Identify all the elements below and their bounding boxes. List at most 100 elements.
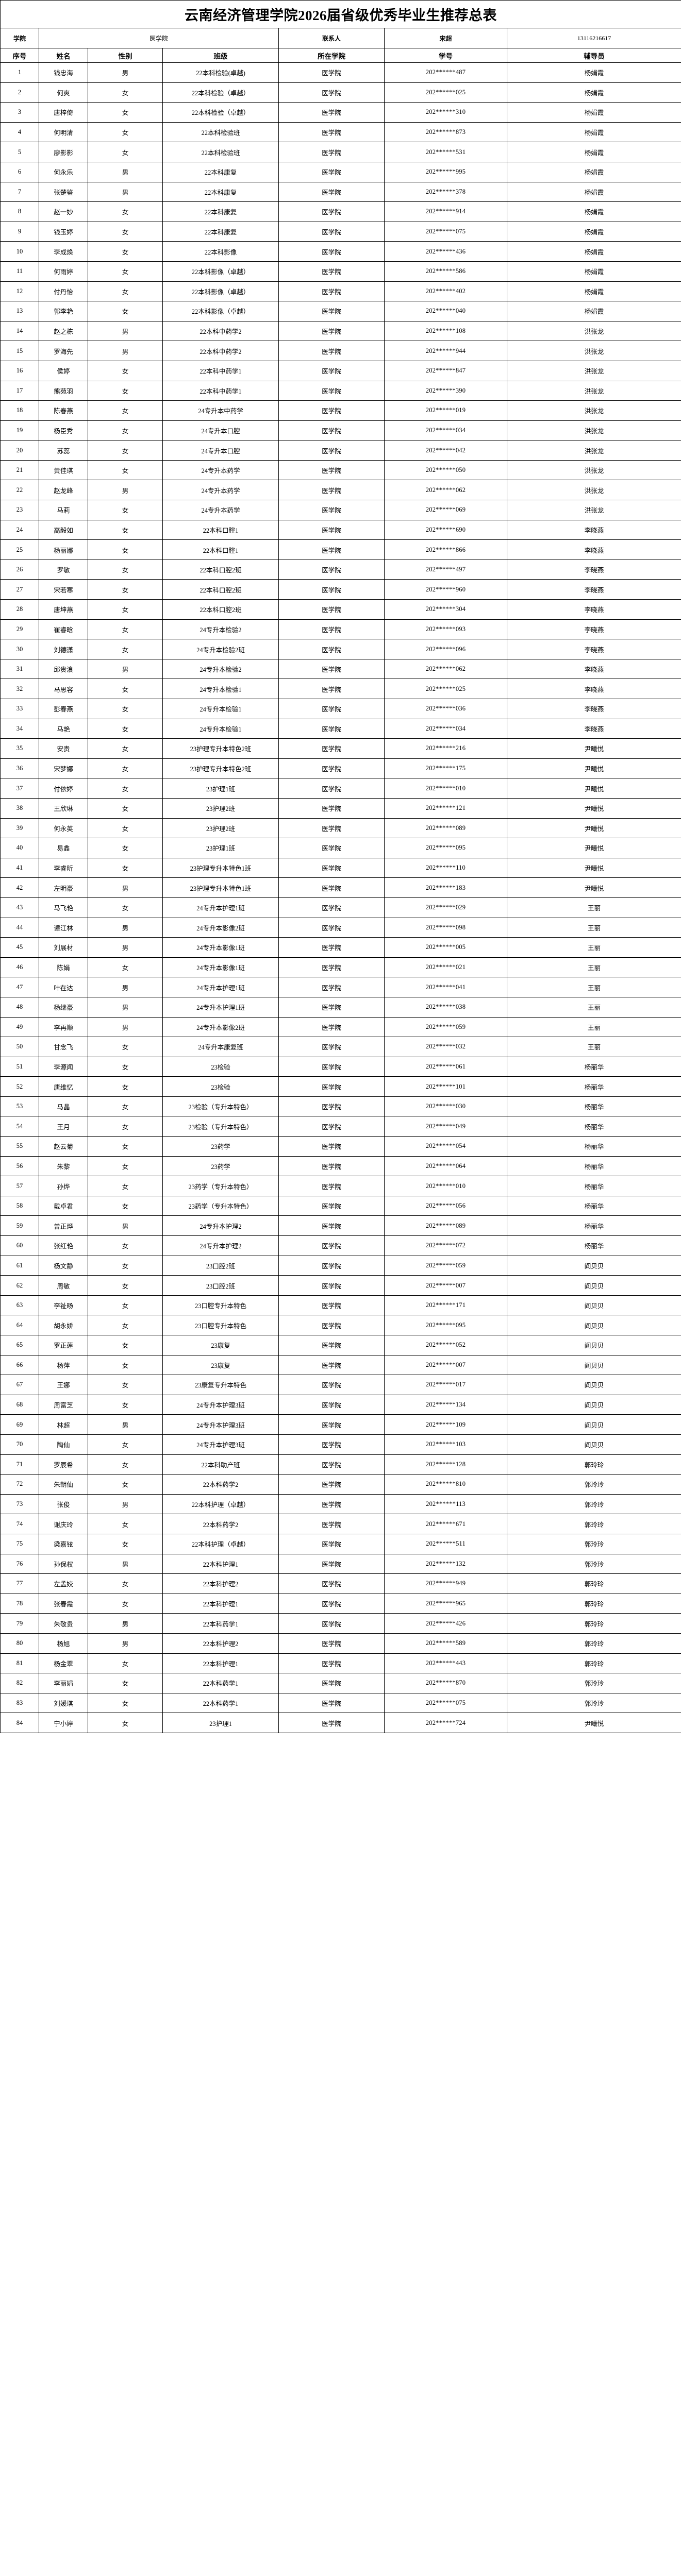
cell-index: 4 xyxy=(0,122,39,143)
cell-student-id: 202******109 xyxy=(384,1414,507,1435)
cell-counselor: 王丽 xyxy=(506,996,681,1018)
cell-student-id: 202******059 xyxy=(384,1016,507,1038)
cell-counselor: 杨丽华 xyxy=(506,1235,681,1256)
cell-name: 宋若寒 xyxy=(39,579,88,600)
cell-index: 53 xyxy=(0,1096,39,1117)
cell-class: 22本科护理2 xyxy=(162,1573,279,1594)
table-row: 14 赵之栋男 22本科中药学2 医学院 202******108 洪张龙 xyxy=(0,320,681,342)
table-row: 58 戴卓君女 23药学（专升本特色） 医学院 202******056 杨丽华 xyxy=(0,1195,681,1216)
cell-college: 医学院 xyxy=(278,1096,385,1117)
cell-college: 医学院 xyxy=(278,1016,385,1038)
cell-name: 左明豪 xyxy=(39,877,88,898)
cell-gender: 女 xyxy=(88,1275,163,1296)
cell-name: 朱黎 xyxy=(39,1156,88,1177)
cell-counselor: 杨丽华 xyxy=(506,1076,681,1097)
cell-class: 23药学 xyxy=(162,1136,279,1157)
cell-class: 24专升本检验2班 xyxy=(162,639,279,659)
cell-counselor: 杨娟霞 xyxy=(506,142,681,162)
table-row: 42 左明豪男 23护理专升本特色1班 医学院 202******183 尹曦悦 xyxy=(0,877,681,898)
table-row: 55 赵云菊女 23药学 医学院 202******054 杨丽华 xyxy=(0,1136,681,1157)
cell-index: 16 xyxy=(0,360,39,381)
cell-college: 医学院 xyxy=(278,1613,385,1634)
cell-index: 40 xyxy=(0,838,39,858)
table-row: 9 钱玉婷女 22本科康复 医学院 202******075 杨娟霞 xyxy=(0,221,681,242)
cell-student-id: 202******010 xyxy=(384,778,507,799)
cell-counselor: 杨丽华 xyxy=(506,1116,681,1137)
cell-name: 唐坤燕 xyxy=(39,599,88,620)
cell-college: 医学院 xyxy=(278,1573,385,1594)
cell-college: 医学院 xyxy=(278,1215,385,1236)
table-row: 84 宁小婷女 23护理1 医学院 202******724 尹曦悦 xyxy=(0,1713,681,1733)
cell-gender: 女 xyxy=(88,1474,163,1495)
cell-gender: 女 xyxy=(88,221,163,242)
cell-counselor: 杨娟霞 xyxy=(506,181,681,202)
cell-counselor: 尹曦悦 xyxy=(506,738,681,759)
cell-class: 23护理专升本特色1班 xyxy=(162,857,279,878)
cell-index: 42 xyxy=(0,877,39,898)
cell-college: 医学院 xyxy=(278,62,385,83)
cell-college: 医学院 xyxy=(278,679,385,699)
cell-counselor: 王丽 xyxy=(506,1016,681,1038)
cell-gender: 男 xyxy=(88,977,163,997)
cell-college: 医学院 xyxy=(278,917,385,938)
cell-index: 76 xyxy=(0,1553,39,1574)
cell-name: 杨臣秀 xyxy=(39,420,88,441)
page-title: 云南经济管理学院2026届省级优秀毕业生推荐总表 xyxy=(0,0,681,28)
cell-student-id: 202******304 xyxy=(384,599,507,620)
table-row: 57 孙烨女 23药学（专升本特色） 医学院 202******010 杨丽华 xyxy=(0,1176,681,1196)
cell-student-id: 202******132 xyxy=(384,1553,507,1574)
cell-index: 9 xyxy=(0,221,39,242)
cell-counselor: 李晓燕 xyxy=(506,519,681,540)
cell-gender: 男 xyxy=(88,1633,163,1654)
cell-student-id: 202******110 xyxy=(384,857,507,878)
cell-counselor: 郭玲玲 xyxy=(506,1673,681,1693)
cell-index: 32 xyxy=(0,679,39,699)
cell-counselor: 杨娟霞 xyxy=(506,221,681,242)
cell-class: 23检验（专升本特色） xyxy=(162,1096,279,1117)
cell-class: 24专升本药学 xyxy=(162,460,279,481)
cell-class: 23检验（专升本特色） xyxy=(162,1116,279,1137)
table-row: 18 陈春燕女 24专升本中药学 医学院 202******019 洪张龙 xyxy=(0,400,681,421)
cell-gender: 男 xyxy=(88,658,163,680)
table-row: 28 唐坤燕女 22本科口腔2班 医学院 202******304 李晓燕 xyxy=(0,599,681,620)
cell-gender: 女 xyxy=(88,699,163,719)
cell-gender: 女 xyxy=(88,1255,163,1276)
table-row: 78 张春霞女 22本科护理1 医学院 202******965 郭玲玲 xyxy=(0,1593,681,1614)
table-row: 69 林超男 24专升本护理3班 医学院 202******109 阎贝贝 xyxy=(0,1414,681,1435)
cell-class: 22本科护理（卓越） xyxy=(162,1533,279,1554)
cell-college: 医学院 xyxy=(278,460,385,481)
cell-counselor: 郭玲玲 xyxy=(506,1573,681,1594)
cell-counselor: 洪张龙 xyxy=(506,440,681,461)
cell-gender: 男 xyxy=(88,341,163,361)
cell-index: 77 xyxy=(0,1573,39,1594)
cell-college: 医学院 xyxy=(278,400,385,421)
cell-counselor: 李晓燕 xyxy=(506,699,681,719)
cell-counselor: 阎贝贝 xyxy=(506,1315,681,1335)
cell-index: 79 xyxy=(0,1613,39,1634)
cell-counselor: 杨娟霞 xyxy=(506,281,681,302)
cell-index: 74 xyxy=(0,1514,39,1534)
cell-class: 22本科药学1 xyxy=(162,1673,279,1693)
cell-college: 医学院 xyxy=(278,500,385,520)
cell-college: 医学院 xyxy=(278,996,385,1018)
cell-name: 李再顺 xyxy=(39,1016,88,1038)
cell-class: 24专升本口腔 xyxy=(162,440,279,461)
cell-gender: 男 xyxy=(88,181,163,202)
cell-college: 医学院 xyxy=(278,1414,385,1435)
cell-name: 刘媛琪 xyxy=(39,1692,88,1714)
cell-name: 陈春燕 xyxy=(39,400,88,421)
cell-class: 24专升本护理3班 xyxy=(162,1394,279,1415)
cell-class: 23护理专升本特色2班 xyxy=(162,758,279,779)
table-row: 49 李再顺男 24专升本影像2班 医学院 202******059 王丽 xyxy=(0,1016,681,1038)
table-row: 20 苏蕊女 24专升本口腔 医学院 202******042 洪张龙 xyxy=(0,440,681,461)
cell-college: 医学院 xyxy=(278,1295,385,1316)
cell-student-id: 202******032 xyxy=(384,1037,507,1057)
cell-counselor: 杨娟霞 xyxy=(506,241,681,262)
cell-name: 宁小婷 xyxy=(39,1713,88,1733)
cell-index: 70 xyxy=(0,1434,39,1455)
cell-class: 24专升本检验2 xyxy=(162,658,279,680)
cell-college: 医学院 xyxy=(278,360,385,381)
cell-name: 何永乐 xyxy=(39,161,88,182)
cell-index: 81 xyxy=(0,1653,39,1674)
table-row: 76 孙保权男 22本科护理1 医学院 202******132 郭玲玲 xyxy=(0,1553,681,1574)
